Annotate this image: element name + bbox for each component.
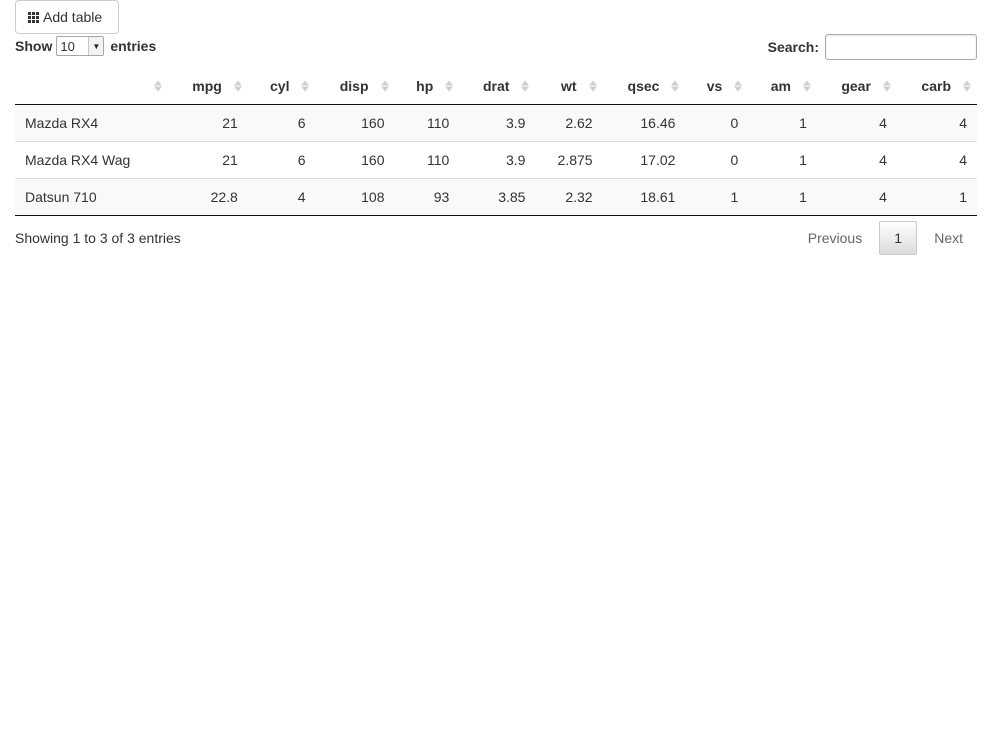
table-cell: 18.61 <box>602 178 686 216</box>
table-cell: 110 <box>394 141 460 179</box>
column-header-rowname[interactable] <box>15 68 168 105</box>
column-header-wt[interactable]: wt <box>535 68 603 105</box>
search-label: Search: <box>767 39 819 55</box>
row-name-cell: Mazda RX4 <box>15 104 168 142</box>
sort-both-icon <box>802 80 811 92</box>
table-cell: 4 <box>896 104 977 142</box>
table-cell: 3.9 <box>459 104 536 142</box>
column-header-cyl[interactable]: cyl <box>247 68 316 105</box>
table-info: Showing 1 to 3 of 3 entries <box>15 230 181 246</box>
page-button-current[interactable]: 1 <box>879 221 918 255</box>
row-name-cell: Datsun 710 <box>15 178 168 216</box>
table-cell: 21 <box>167 141 248 179</box>
sort-both-icon <box>521 80 530 92</box>
column-header-mpg[interactable]: mpg <box>167 68 248 105</box>
column-header-vs[interactable]: vs <box>685 68 749 105</box>
sort-both-icon <box>588 80 597 92</box>
column-header-label: hp <box>416 78 434 94</box>
column-header-label: wt <box>561 78 577 94</box>
table-body: Mazda RX4 21 6 160 110 3.9 2.62 16.46 0 1 4 4 Mazda … <box>15 104 977 216</box>
sort-both-icon <box>963 80 971 92</box>
table-header: mpg cyl disp hp drat wt qsec vs am gear carb <box>15 68 977 105</box>
table-cell: 1 <box>896 178 977 216</box>
table-cell: 3.9 <box>459 141 536 179</box>
column-header-label: qsec <box>627 78 660 94</box>
column-header-label: am <box>770 78 791 94</box>
table-row[interactable]: Mazda RX4 Wag 21 6 160 110 3.9 2.875 17.02 0 1 4 4 <box>15 141 977 179</box>
table-cell: 4 <box>816 178 897 216</box>
sort-both-icon <box>734 80 743 92</box>
column-header-drat[interactable]: drat <box>459 68 536 105</box>
column-header-label: mpg <box>192 78 222 94</box>
entries-label: entries <box>110 38 157 54</box>
sort-both-icon <box>671 80 680 92</box>
table-cell: 0 <box>685 141 749 179</box>
table-cell: 3.85 <box>459 178 536 216</box>
previous-button[interactable]: Previous <box>807 230 863 246</box>
header-row: mpg cyl disp hp drat wt qsec vs am gear carb <box>15 68 977 105</box>
table-row[interactable]: Datsun 710 22.8 4 108 93 3.85 2.32 18.61 1 1 4 1 <box>15 178 977 216</box>
table-cell: 93 <box>394 178 460 216</box>
table-cell: 1 <box>748 178 817 216</box>
pagination: Previous 1 Next <box>794 221 977 255</box>
table-cell: 1 <box>685 178 749 216</box>
table-cell: 21 <box>167 104 248 142</box>
table-cell: 1 <box>748 104 817 142</box>
sort-both-icon <box>233 80 242 92</box>
column-header-label: drat <box>483 78 510 94</box>
data-table: mpg cyl disp hp drat wt qsec vs am gear carb Mazda… <box>15 68 977 216</box>
table-cell: 160 <box>315 104 395 142</box>
column-header-qsec[interactable]: qsec <box>602 68 686 105</box>
entries-per-page-select[interactable]: 10 ▼ <box>56 36 105 56</box>
table-cell: 6 <box>247 141 316 179</box>
table-cell: 2.875 <box>535 141 603 179</box>
search-box: Search: <box>768 34 977 60</box>
column-header-label: vs <box>706 78 723 94</box>
next-button[interactable]: Next <box>934 230 963 246</box>
column-header-label: cyl <box>270 78 290 94</box>
table-cell: 0 <box>685 104 749 142</box>
column-header-carb[interactable]: carb <box>896 68 977 105</box>
table-cell: 108 <box>315 178 395 216</box>
table-cell: 2.32 <box>535 178 603 216</box>
table-cell: 4 <box>816 104 897 142</box>
column-header-gear[interactable]: gear <box>816 68 897 105</box>
sort-both-icon <box>380 80 389 92</box>
length-menu: Show 10 ▼ entries <box>15 36 156 56</box>
add-table-label: Add table <box>43 9 103 25</box>
table-cell: 4 <box>816 141 897 179</box>
table-cell: 22.8 <box>167 178 248 216</box>
search-input[interactable] <box>825 34 977 60</box>
column-header-label: carb <box>921 78 951 94</box>
entries-per-page-value: 10 <box>60 38 75 54</box>
table-cell: 4 <box>247 178 316 216</box>
sort-both-icon <box>882 80 891 92</box>
column-header-am[interactable]: am <box>748 68 817 105</box>
add-table-button[interactable]: Add table <box>15 0 119 34</box>
table-cell: 17.02 <box>602 141 686 179</box>
sort-both-icon <box>301 80 310 92</box>
sort-both-icon <box>445 80 454 92</box>
table-cell: 6 <box>247 104 316 142</box>
column-header-label: gear <box>841 78 871 94</box>
table-cell: 4 <box>896 141 977 179</box>
row-name-cell: Mazda RX4 Wag <box>15 141 168 179</box>
table-cell: 16.46 <box>602 104 686 142</box>
chevron-down-icon: ▼ <box>88 37 104 55</box>
table-row[interactable]: Mazda RX4 21 6 160 110 3.9 2.62 16.46 0 1 4 4 <box>15 104 977 142</box>
table-grid-icon <box>28 11 39 23</box>
table-cell: 160 <box>315 141 395 179</box>
sort-both-icon <box>153 80 162 92</box>
column-header-disp[interactable]: disp <box>315 68 395 105</box>
table-cell: 2.62 <box>535 104 603 142</box>
table-cell: 110 <box>394 104 460 142</box>
show-label: Show <box>15 38 53 54</box>
column-header-hp[interactable]: hp <box>394 68 460 105</box>
column-header-label: disp <box>339 78 369 94</box>
table-cell: 1 <box>748 141 817 179</box>
